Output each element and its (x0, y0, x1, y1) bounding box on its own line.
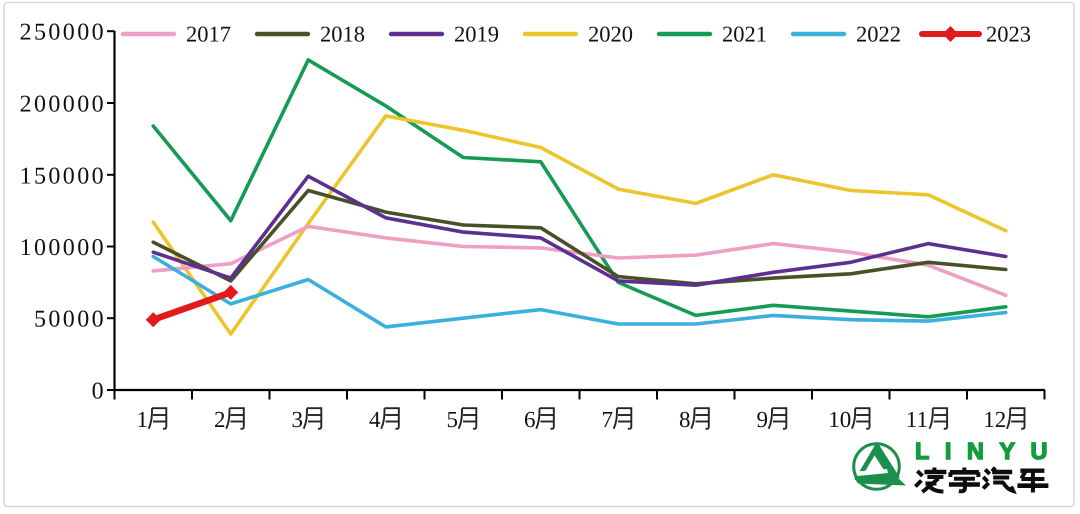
svg-text:0: 0 (92, 379, 106, 405)
svg-text:2018: 2018 (320, 22, 365, 47)
svg-text:4: 4 (369, 407, 381, 432)
svg-text:100000: 100000 (20, 235, 106, 261)
svg-text:150000: 150000 (20, 163, 106, 189)
svg-text:6: 6 (524, 407, 536, 432)
svg-text:2019: 2019 (454, 22, 499, 47)
svg-text:8: 8 (679, 407, 691, 432)
svg-text:9: 9 (757, 407, 769, 432)
svg-text:7: 7 (602, 407, 614, 432)
svg-text:2: 2 (214, 407, 226, 432)
svg-text:3: 3 (292, 407, 304, 432)
svg-text:12: 12 (983, 407, 1006, 432)
svg-text:50000: 50000 (34, 307, 106, 333)
svg-text:200000: 200000 (20, 92, 106, 118)
svg-text:LINYU: LINYU (915, 438, 1063, 464)
svg-text:2020: 2020 (588, 22, 633, 47)
svg-text:2022: 2022 (856, 22, 901, 47)
svg-text:10: 10 (828, 407, 851, 432)
svg-text:1: 1 (137, 407, 149, 432)
svg-text:2021: 2021 (722, 22, 767, 47)
svg-text:2017: 2017 (186, 22, 231, 47)
svg-text:5: 5 (447, 407, 459, 432)
svg-text:250000: 250000 (20, 20, 106, 46)
svg-text:2023: 2023 (986, 22, 1031, 47)
svg-text:11: 11 (906, 407, 928, 432)
